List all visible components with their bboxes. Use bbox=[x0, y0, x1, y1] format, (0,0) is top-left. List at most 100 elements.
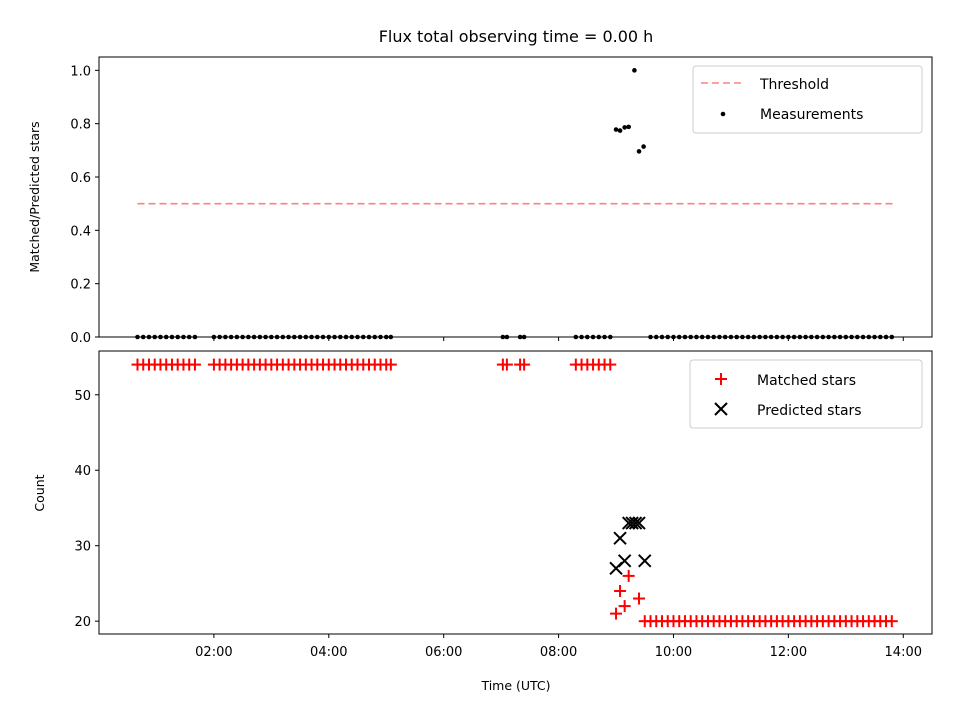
measurement-point bbox=[315, 334, 320, 340]
measurement-point bbox=[240, 334, 245, 340]
measurement-point bbox=[223, 334, 228, 340]
measurement-point bbox=[636, 149, 642, 154]
measurement-point bbox=[303, 334, 309, 340]
measurement-point bbox=[855, 334, 860, 340]
count-x-tick-label: 10:00 bbox=[655, 645, 692, 660]
matched-star-point bbox=[618, 600, 631, 613]
measurement-point bbox=[579, 334, 584, 340]
measurement-point bbox=[763, 334, 768, 340]
measurement-point bbox=[292, 334, 297, 340]
measurement-point bbox=[659, 334, 665, 340]
measurement-point bbox=[246, 334, 251, 340]
measurement-point bbox=[694, 334, 699, 340]
measurement-point bbox=[751, 334, 757, 340]
count-x-tick-label: 08:00 bbox=[540, 645, 577, 660]
count-y-axis-label: Count bbox=[32, 474, 47, 511]
count-y-tick-label: 50 bbox=[74, 389, 91, 404]
matched-star-point bbox=[500, 358, 513, 371]
measurement-point bbox=[671, 334, 676, 340]
measurement-point bbox=[521, 334, 527, 340]
predicted-star-point bbox=[613, 531, 627, 545]
measurement-point bbox=[826, 334, 831, 340]
measurement-point bbox=[665, 334, 671, 340]
measurement-point bbox=[251, 334, 257, 340]
measurement-point bbox=[186, 334, 192, 340]
measurement-point bbox=[596, 334, 602, 340]
measurement-point bbox=[622, 125, 627, 130]
measurement-point bbox=[734, 334, 739, 340]
predicted-star-point bbox=[628, 516, 643, 530]
matched-star-point bbox=[622, 569, 635, 582]
ratio-plot-frame bbox=[98, 56, 933, 338]
ratio-y-tick-label: 0.4 bbox=[70, 224, 91, 239]
measurement-point bbox=[337, 334, 343, 340]
measurement-point bbox=[832, 334, 837, 340]
measurement-point bbox=[175, 334, 181, 340]
measurement-point bbox=[626, 124, 631, 130]
measurement-point bbox=[791, 334, 797, 340]
measurement-point bbox=[234, 334, 240, 340]
matched-star-point bbox=[885, 615, 898, 628]
legend-matched-swatch bbox=[715, 373, 727, 385]
measurement-point bbox=[705, 334, 711, 340]
measurement-point bbox=[343, 334, 349, 340]
legend-threshold-label: Threshold bbox=[759, 77, 829, 93]
measurement-point bbox=[849, 334, 854, 340]
ratio-y-tick-label: 0.2 bbox=[70, 278, 91, 293]
count-y-tick-label: 30 bbox=[74, 540, 91, 555]
measurement-point bbox=[837, 334, 843, 340]
measurement-point bbox=[641, 144, 646, 149]
measurement-point bbox=[320, 334, 326, 340]
measurement-point bbox=[332, 334, 337, 340]
measurement-point bbox=[228, 334, 234, 340]
measurement-point bbox=[269, 334, 274, 340]
measurement-point bbox=[158, 334, 163, 340]
count-x-tick-label: 12:00 bbox=[770, 645, 807, 660]
measurement-point bbox=[504, 334, 510, 340]
measurement-point bbox=[500, 334, 506, 340]
measurement-point bbox=[383, 334, 389, 340]
matched-star-point bbox=[518, 358, 531, 371]
measurement-point bbox=[872, 334, 877, 340]
ratio-legend-box bbox=[692, 65, 923, 134]
count-x-tick-label: 06:00 bbox=[425, 645, 462, 660]
count-x-tick-label: 14:00 bbox=[885, 645, 922, 660]
measurement-point bbox=[146, 334, 152, 340]
measurement-point bbox=[602, 334, 607, 340]
matched-star-point bbox=[188, 358, 201, 371]
measurement-point bbox=[814, 334, 820, 340]
measurement-point bbox=[722, 334, 728, 340]
measurement-point bbox=[803, 334, 808, 340]
measurement-point bbox=[309, 334, 314, 340]
count-panel: Count Time (UTC) 20 30 40 50 02:00 04:00 06:0… bbox=[32, 350, 933, 693]
measurement-point bbox=[211, 334, 217, 340]
measurement-point bbox=[711, 334, 716, 340]
measurement-point bbox=[181, 334, 186, 340]
measurement-point bbox=[728, 334, 734, 340]
measurement-point bbox=[820, 334, 826, 340]
matched-star-point bbox=[614, 584, 627, 597]
measurement-point bbox=[517, 334, 523, 340]
ratio-y-tick-label: 0.8 bbox=[70, 118, 91, 133]
measurement-point bbox=[140, 334, 146, 340]
measurement-point bbox=[135, 334, 140, 340]
ratio-y-ticks: 0.0 0.2 0.4 0.6 0.8 1.0 bbox=[70, 64, 99, 346]
measurement-point bbox=[883, 334, 889, 340]
measurement-point bbox=[682, 334, 688, 340]
measurement-point bbox=[866, 334, 872, 340]
measurement-point bbox=[263, 334, 268, 340]
measurement-point bbox=[585, 334, 590, 340]
measurement-point bbox=[757, 334, 762, 340]
count-plot-frame bbox=[98, 350, 933, 635]
count-legend: Matched stars Predicted stars bbox=[689, 359, 923, 429]
ratio-y-tick-label: 0.0 bbox=[70, 331, 91, 346]
measurement-point bbox=[809, 334, 814, 340]
measurement-point bbox=[632, 68, 637, 73]
measurement-point bbox=[699, 334, 705, 340]
count-y-tick-label: 20 bbox=[74, 615, 91, 630]
ratio-y-tick-label: 0.6 bbox=[70, 171, 91, 186]
legend-measurements-label: Measurements bbox=[760, 107, 863, 123]
count-x-ticks: 02:00 04:00 06:00 08:00 10:00 12:00 14:00 bbox=[195, 634, 922, 660]
measurement-point bbox=[573, 334, 579, 340]
ratio-y-tick-label: 1.0 bbox=[70, 64, 91, 79]
